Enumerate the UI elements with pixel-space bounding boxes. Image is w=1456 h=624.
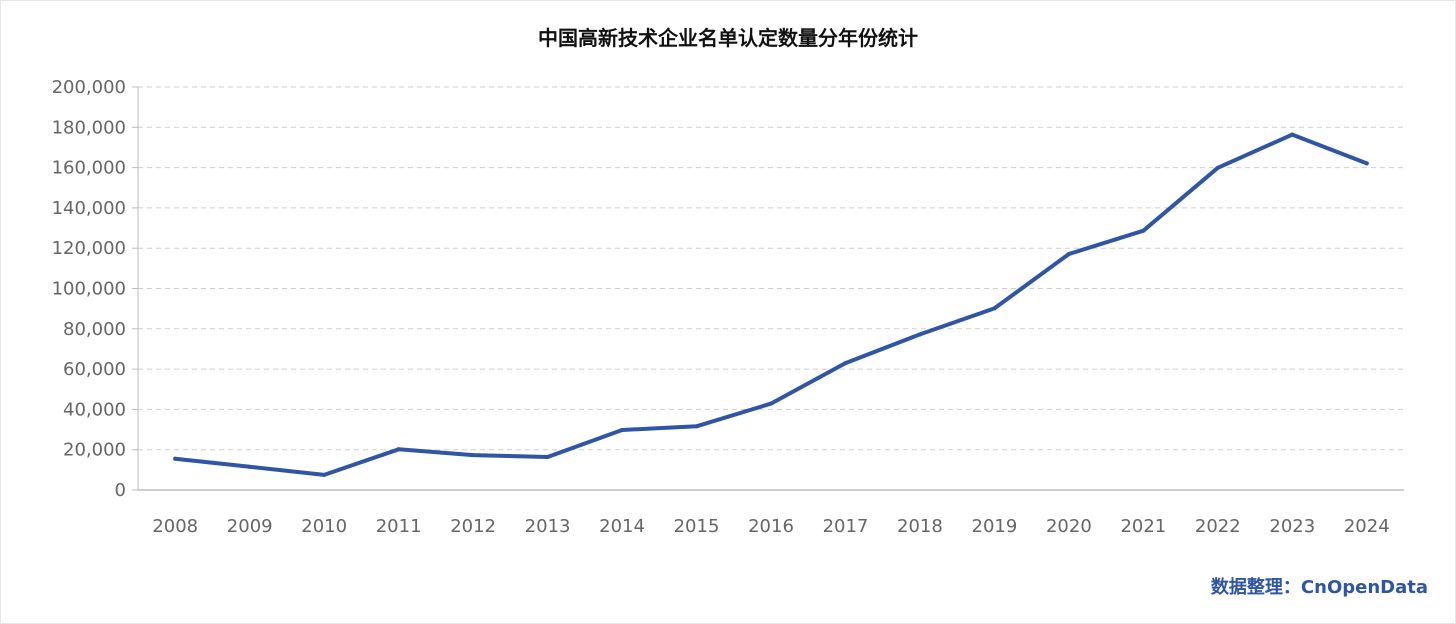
x-tick-label: 2024 — [1344, 516, 1390, 537]
y-tick-labels: 0 20,000 40,000 60,000 80,000 100,000 120,000 1… — [52, 77, 126, 501]
data-point[interactable] — [992, 306, 997, 311]
data-point[interactable] — [769, 401, 773, 406]
data-point[interactable] — [694, 424, 699, 429]
y-tick-label: 100,000 — [52, 279, 126, 300]
data-point[interactable] — [322, 472, 327, 477]
data-point[interactable] — [471, 453, 476, 458]
y-tick-label: 20,000 — [63, 440, 126, 461]
x-tick-label: 2011 — [376, 516, 422, 537]
data-point[interactable] — [1141, 228, 1146, 233]
data-point[interactable] — [173, 456, 178, 461]
x-tick-label: 2022 — [1195, 516, 1241, 537]
y-tick-label: 80,000 — [63, 319, 126, 340]
x-tick-label: 2019 — [972, 516, 1018, 537]
x-tick-label: 2014 — [599, 516, 645, 537]
x-tick-label: 2016 — [748, 516, 794, 537]
y-tick-label: 160,000 — [52, 158, 126, 179]
x-tick-label: 2009 — [227, 516, 273, 537]
data-point[interactable] — [843, 361, 848, 366]
data-point[interactable] — [247, 464, 252, 469]
data-point[interactable] — [917, 332, 922, 337]
y-tick-label: 120,000 — [52, 238, 126, 259]
x-tick-label: 2021 — [1120, 516, 1166, 537]
x-tick-label: 2017 — [823, 516, 869, 537]
series-line — [173, 132, 1369, 477]
chart-title: 中国高新技术企业名单认定数量分年份统计 — [538, 26, 918, 50]
data-point[interactable] — [545, 454, 550, 459]
data-point[interactable] — [1215, 165, 1220, 170]
y-tick-label: 0 — [115, 480, 126, 501]
x-tick-label: 2013 — [525, 516, 571, 537]
y-tick-label: 140,000 — [52, 198, 126, 219]
data-point[interactable] — [396, 447, 401, 452]
y-tick-label: 60,000 — [63, 359, 126, 380]
x-tick-label: 2012 — [450, 516, 496, 537]
y-tick-label: 40,000 — [63, 399, 126, 420]
x-tick-label: 2010 — [301, 516, 347, 537]
x-tick-label: 2015 — [674, 516, 720, 537]
x-tick-label: 2020 — [1046, 516, 1092, 537]
data-point[interactable] — [620, 427, 625, 432]
data-point[interactable] — [1066, 252, 1071, 257]
data-point[interactable] — [1364, 161, 1369, 166]
gridlines — [138, 86, 1404, 451]
x-tick-label: 2008 — [152, 516, 198, 537]
data-credit: 数据整理：CnOpenData — [1210, 577, 1428, 598]
x-tick-label: 2023 — [1269, 516, 1315, 537]
y-tick-label: 200,000 — [52, 77, 126, 98]
axes — [132, 86, 1404, 491]
series — [173, 132, 1369, 477]
y-tick-label: 180,000 — [52, 117, 126, 138]
data-point[interactable] — [1290, 132, 1295, 137]
x-tick-label: 2018 — [897, 516, 943, 537]
x-tick-labels: 2008 2009 2010 2011 2012 2013 2014 2015 2016 2017… — [152, 516, 1389, 537]
